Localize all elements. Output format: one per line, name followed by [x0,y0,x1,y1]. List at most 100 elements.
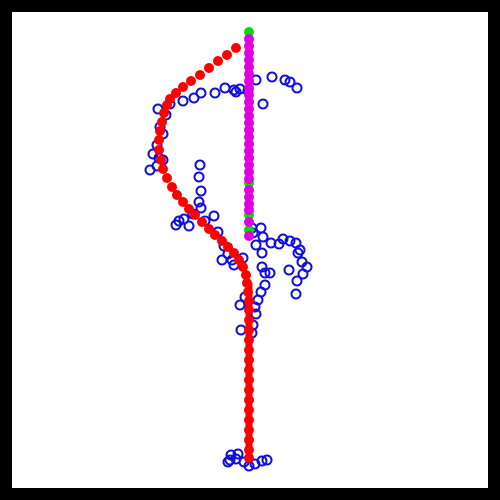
series-3-point-1 [222,50,232,60]
series-2-point-1 [244,41,254,51]
series-2-point-21 [244,185,254,195]
series-0-point-9 [230,86,242,98]
series-0-point-66 [264,267,276,279]
series-2-point-11 [244,111,254,121]
series-3-point-41 [244,365,254,375]
series-3-point-48 [244,435,254,445]
series-0-point-4 [266,71,278,83]
series-3-point-4 [195,70,205,80]
series-3-point-23 [197,217,207,227]
series-2-point-16 [244,146,254,156]
series-0-point-34 [173,215,185,227]
series-0-point-11 [209,87,221,99]
series-0-point-37 [208,210,220,222]
series-0-point-26 [194,159,206,171]
series-2-point-20 [244,174,254,184]
series-0-point-64 [256,261,268,273]
series-3-point-22 [190,210,200,220]
series-0-point-63 [256,247,268,259]
series-0-point-12 [195,87,207,99]
series-2-point-26 [244,231,254,241]
series-3-point-38 [244,335,254,345]
series-3-point-43 [244,385,254,395]
series-3-point-39 [244,345,254,355]
series-0-point-30 [195,202,207,214]
series-2-point-24 [244,205,254,215]
series-2-point-0 [244,34,254,44]
series-3-point-50 [244,453,254,463]
series-3-point-13 [154,135,164,145]
series-0-point-83 [256,455,268,467]
series-3-point-9 [162,100,172,110]
series-2-point-7 [244,83,254,93]
series-0-point-6 [284,76,296,88]
series-3-point-31 [241,270,251,280]
series-3-point-40 [244,355,254,365]
series-0-point-25 [144,164,156,176]
series-2-point-19 [244,167,254,177]
series-3-point-34 [244,296,254,306]
series-2-point-10 [244,104,254,114]
series-3-point-42 [244,375,254,385]
series-0-point-51 [277,233,289,245]
series-3-point-10 [159,108,169,118]
series-3-point-11 [157,117,167,127]
series-2-point-2 [244,48,254,58]
series-3-point-3 [204,63,214,73]
series-3-point-36 [244,315,254,325]
series-3-point-12 [155,126,165,136]
series-0-point-48 [257,231,269,243]
series-3-point-32 [242,278,252,288]
series-3-point-37 [244,325,254,335]
series-3-point-49 [244,445,254,455]
series-2-point-13 [244,125,254,135]
series-3-point-46 [244,415,254,425]
series-2-point-3 [244,55,254,65]
series-2 [244,34,254,241]
series-0-point-60 [294,244,306,256]
series-3-point-18 [167,182,177,192]
series-3-point-17 [162,173,172,183]
series-2-point-4 [244,62,254,72]
series-3-point-5 [186,76,196,86]
series-0-point-61 [283,264,295,276]
series-0-point-85 [222,456,234,468]
series-0-point-59 [290,288,302,300]
series-2-point-5 [244,69,254,79]
series-0-point-27 [193,171,205,183]
series-0-point-8 [257,98,269,110]
series-3-point-30 [238,262,248,272]
series-0-point-58 [291,275,303,287]
series-0-point-14 [177,95,189,107]
series-0-point-13 [188,92,200,104]
series-3-point-47 [244,425,254,435]
series-3-point-14 [154,145,164,155]
series-2-point-14 [244,132,254,142]
series-3-point-6 [178,82,188,92]
series-3-point-28 [229,248,239,258]
series-0-point-75 [234,299,246,311]
series-0-point-7 [291,82,303,94]
series-2-point-6 [244,76,254,86]
series-3-point-45 [244,405,254,415]
series-0-point-57 [297,268,309,280]
series-2-point-9 [244,97,254,107]
series-3-point-15 [156,155,166,165]
series-0-point-52 [284,235,296,247]
series-0-point-84 [261,454,273,466]
series-2-point-18 [244,160,254,170]
plot-marks [144,27,313,472]
series-0-point-28 [195,185,207,197]
series-3-point-35 [244,305,254,315]
series-3-point-19 [172,190,182,200]
series-2-point-15 [244,139,254,149]
series-0-point-65 [259,267,271,279]
series-0-point-10 [219,82,231,94]
series-0-point-32 [178,213,190,225]
series-2-point-22 [244,192,254,202]
series-0-point-5 [279,74,291,86]
series-3-point-25 [210,230,220,240]
series-0-point-80 [232,448,244,460]
series-3-point-2 [213,56,223,66]
series-3-point-16 [158,164,168,174]
